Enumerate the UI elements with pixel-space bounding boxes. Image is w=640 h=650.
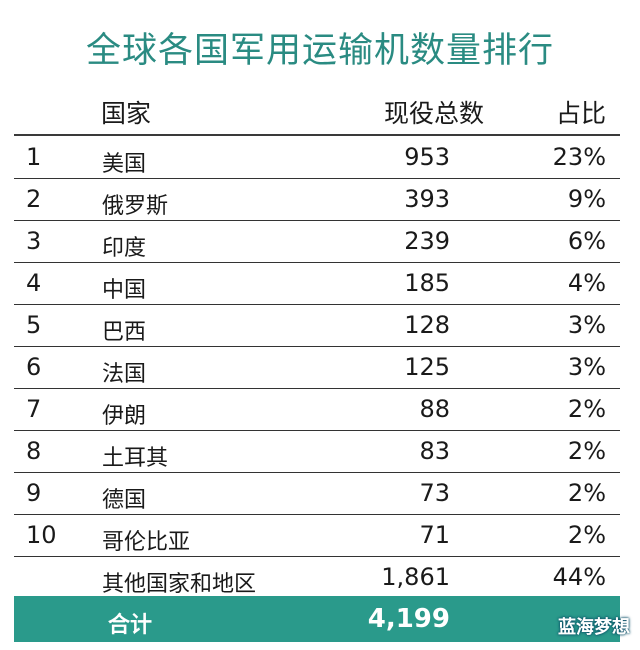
total-cell: 1,861 [381,563,450,591]
header-total: 现役总数 [383,99,484,128]
country-cell: 哥伦比亚 [102,530,191,555]
rank-cell: 8 [26,437,42,465]
rank-cell: 5 [26,311,42,339]
country-cell: 巴西 [102,320,147,345]
table-row: 1 美国 953 23% [14,136,620,179]
rank-cell: 10 [26,521,57,549]
country-cell: 中国 [102,278,147,303]
country-cell: 伊朗 [102,404,147,429]
header-country: 国家 [101,99,152,128]
total-cell: 83 [419,437,450,465]
header-divider [14,134,620,136]
share-cell: 44% [552,563,606,591]
country-cell: 俄罗斯 [102,194,169,219]
table-row: 2 俄罗斯 393 9% [14,178,620,221]
total-cell: 953 [404,143,450,171]
total-row: 合计 4,199 [14,596,620,642]
total-cell: 88 [419,395,450,423]
table-row: 8 土耳其 83 2% [14,430,620,473]
country-cell: 法国 [102,362,147,387]
country-cell: 土耳其 [102,446,169,471]
total-value: 4,199 [367,604,450,634]
rank-cell: 2 [26,185,42,213]
country-cell: 美国 [102,152,147,177]
table-row: 10 哥伦比亚 71 2% [14,514,620,557]
total-label: 合计 [108,613,153,638]
watermark: 蓝海梦想 [558,617,630,638]
share-cell: 9% [567,185,606,213]
table-row: 3 印度 239 6% [14,220,620,263]
share-cell: 3% [567,353,606,381]
total-cell: 71 [419,521,450,549]
rank-cell: 1 [26,143,42,171]
rank-cell: 4 [26,269,42,297]
header-share: 占比 [555,99,606,128]
table-row: 7 伊朗 88 2% [14,388,620,431]
total-cell: 393 [404,185,450,213]
country-cell: 其他国家和地区 [102,572,257,597]
rank-cell: 6 [26,353,42,381]
table-row: 5 巴西 128 3% [14,304,620,347]
share-cell: 6% [567,227,606,255]
share-cell: 3% [567,311,606,339]
page-title: 全球各国军用运输机数量排行 [85,31,554,71]
share-cell: 2% [567,521,606,549]
total-cell: 125 [404,353,450,381]
total-cell: 239 [404,227,450,255]
rank-cell: 7 [26,395,42,423]
total-cell: 185 [404,269,450,297]
table-row: 6 法国 125 3% [14,346,620,389]
total-cell: 73 [419,479,450,507]
share-cell: 23% [552,143,606,171]
total-cell: 128 [404,311,450,339]
rank-cell: 9 [26,479,42,507]
other-row: 其他国家和地区 1,861 44% [14,556,620,598]
share-cell: 4% [567,269,606,297]
table-header: 国家 现役总数 占比 [0,88,640,134]
share-cell: 2% [567,479,606,507]
table-row: 9 德国 73 2% [14,472,620,515]
rank-cell: 3 [26,227,42,255]
share-cell: 2% [567,395,606,423]
country-cell: 德国 [102,488,147,513]
share-cell: 2% [567,437,606,465]
country-cell: 印度 [102,236,147,261]
table-row: 4 中国 185 4% [14,262,620,305]
